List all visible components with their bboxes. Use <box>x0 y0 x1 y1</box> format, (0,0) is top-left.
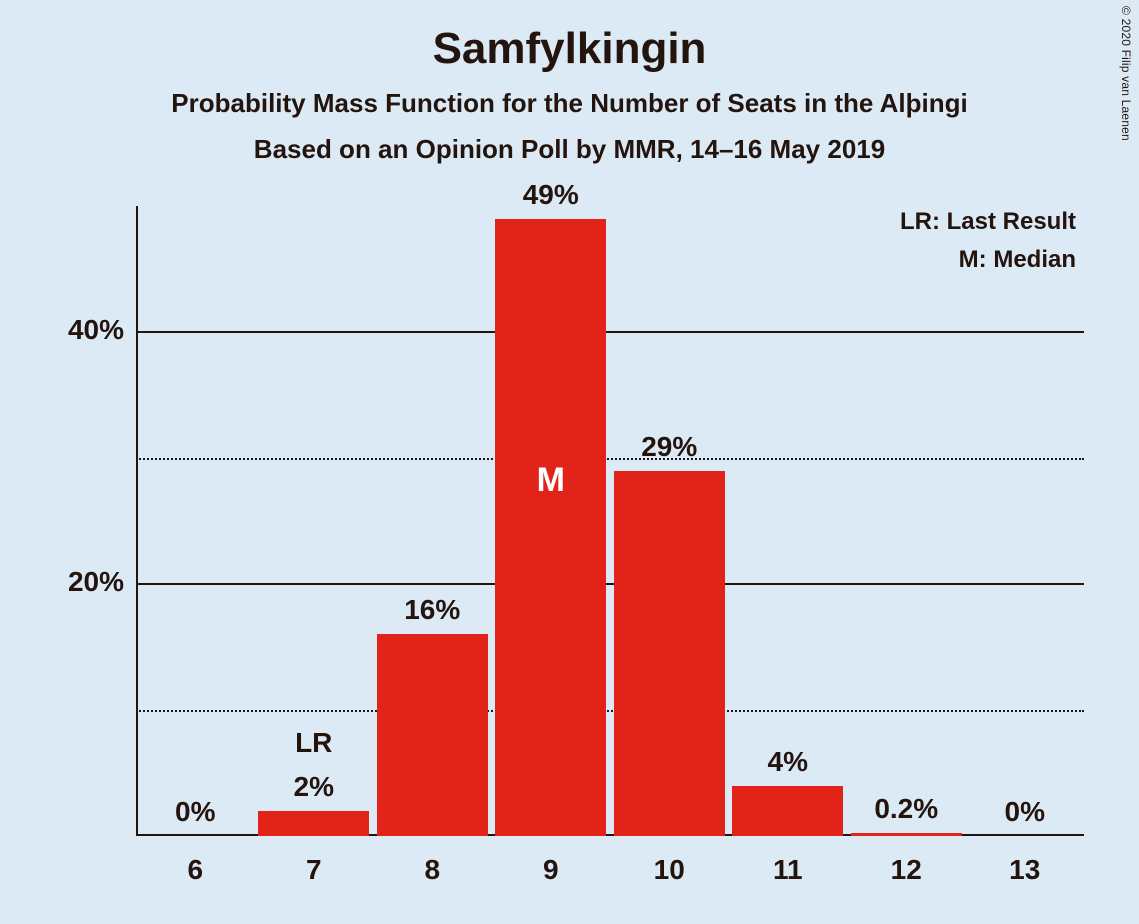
legend-lr: LR: Last Result <box>900 208 1076 236</box>
bar <box>377 634 488 836</box>
flag-median: M <box>495 461 606 500</box>
chart-subtitle-2: Based on an Opinion Poll by MMR, 14–16 M… <box>0 134 1139 165</box>
y-axis <box>136 206 138 836</box>
x-tick-label: 11 <box>729 854 848 886</box>
y-tick-label: 40% <box>0 314 124 346</box>
x-tick-label: 13 <box>966 854 1085 886</box>
bar-value-label: 0% <box>966 796 1085 828</box>
grid-major <box>136 583 1084 585</box>
bar-value-label: 16% <box>373 594 492 626</box>
bar <box>732 786 843 836</box>
chart-legend: LR: Last Result M: Median <box>900 208 1076 284</box>
y-tick-label: 20% <box>0 566 124 598</box>
bar-value-label: 2% <box>255 771 374 803</box>
bar-value-label: 0.2% <box>847 793 966 825</box>
x-tick-label: 8 <box>373 854 492 886</box>
bar-value-label: 4% <box>729 746 848 778</box>
chart-subtitle-1: Probability Mass Function for the Number… <box>0 88 1139 119</box>
bar-value-label: 49% <box>492 179 611 211</box>
bar-value-label: 0% <box>136 796 255 828</box>
grid-major <box>136 331 1084 333</box>
flag-lr: LR <box>255 727 374 759</box>
bar <box>614 471 725 836</box>
chart-title: Samfylkingin <box>0 24 1139 74</box>
bar-value-label: 29% <box>610 431 729 463</box>
legend-m: M: Median <box>900 246 1076 274</box>
bar <box>495 219 606 836</box>
bar <box>851 833 962 836</box>
x-tick-label: 12 <box>847 854 966 886</box>
x-tick-label: 7 <box>255 854 374 886</box>
x-tick-label: 6 <box>136 854 255 886</box>
bar <box>258 811 369 836</box>
chart-page: © 2020 Filip van Laenen Samfylkingin Pro… <box>0 0 1139 924</box>
x-tick-label: 9 <box>492 854 611 886</box>
grid-minor <box>136 710 1084 712</box>
x-tick-label: 10 <box>610 854 729 886</box>
plot-area: 20%40%60%72%LR816%949%M1029%114%120.2%13… <box>136 206 1084 836</box>
